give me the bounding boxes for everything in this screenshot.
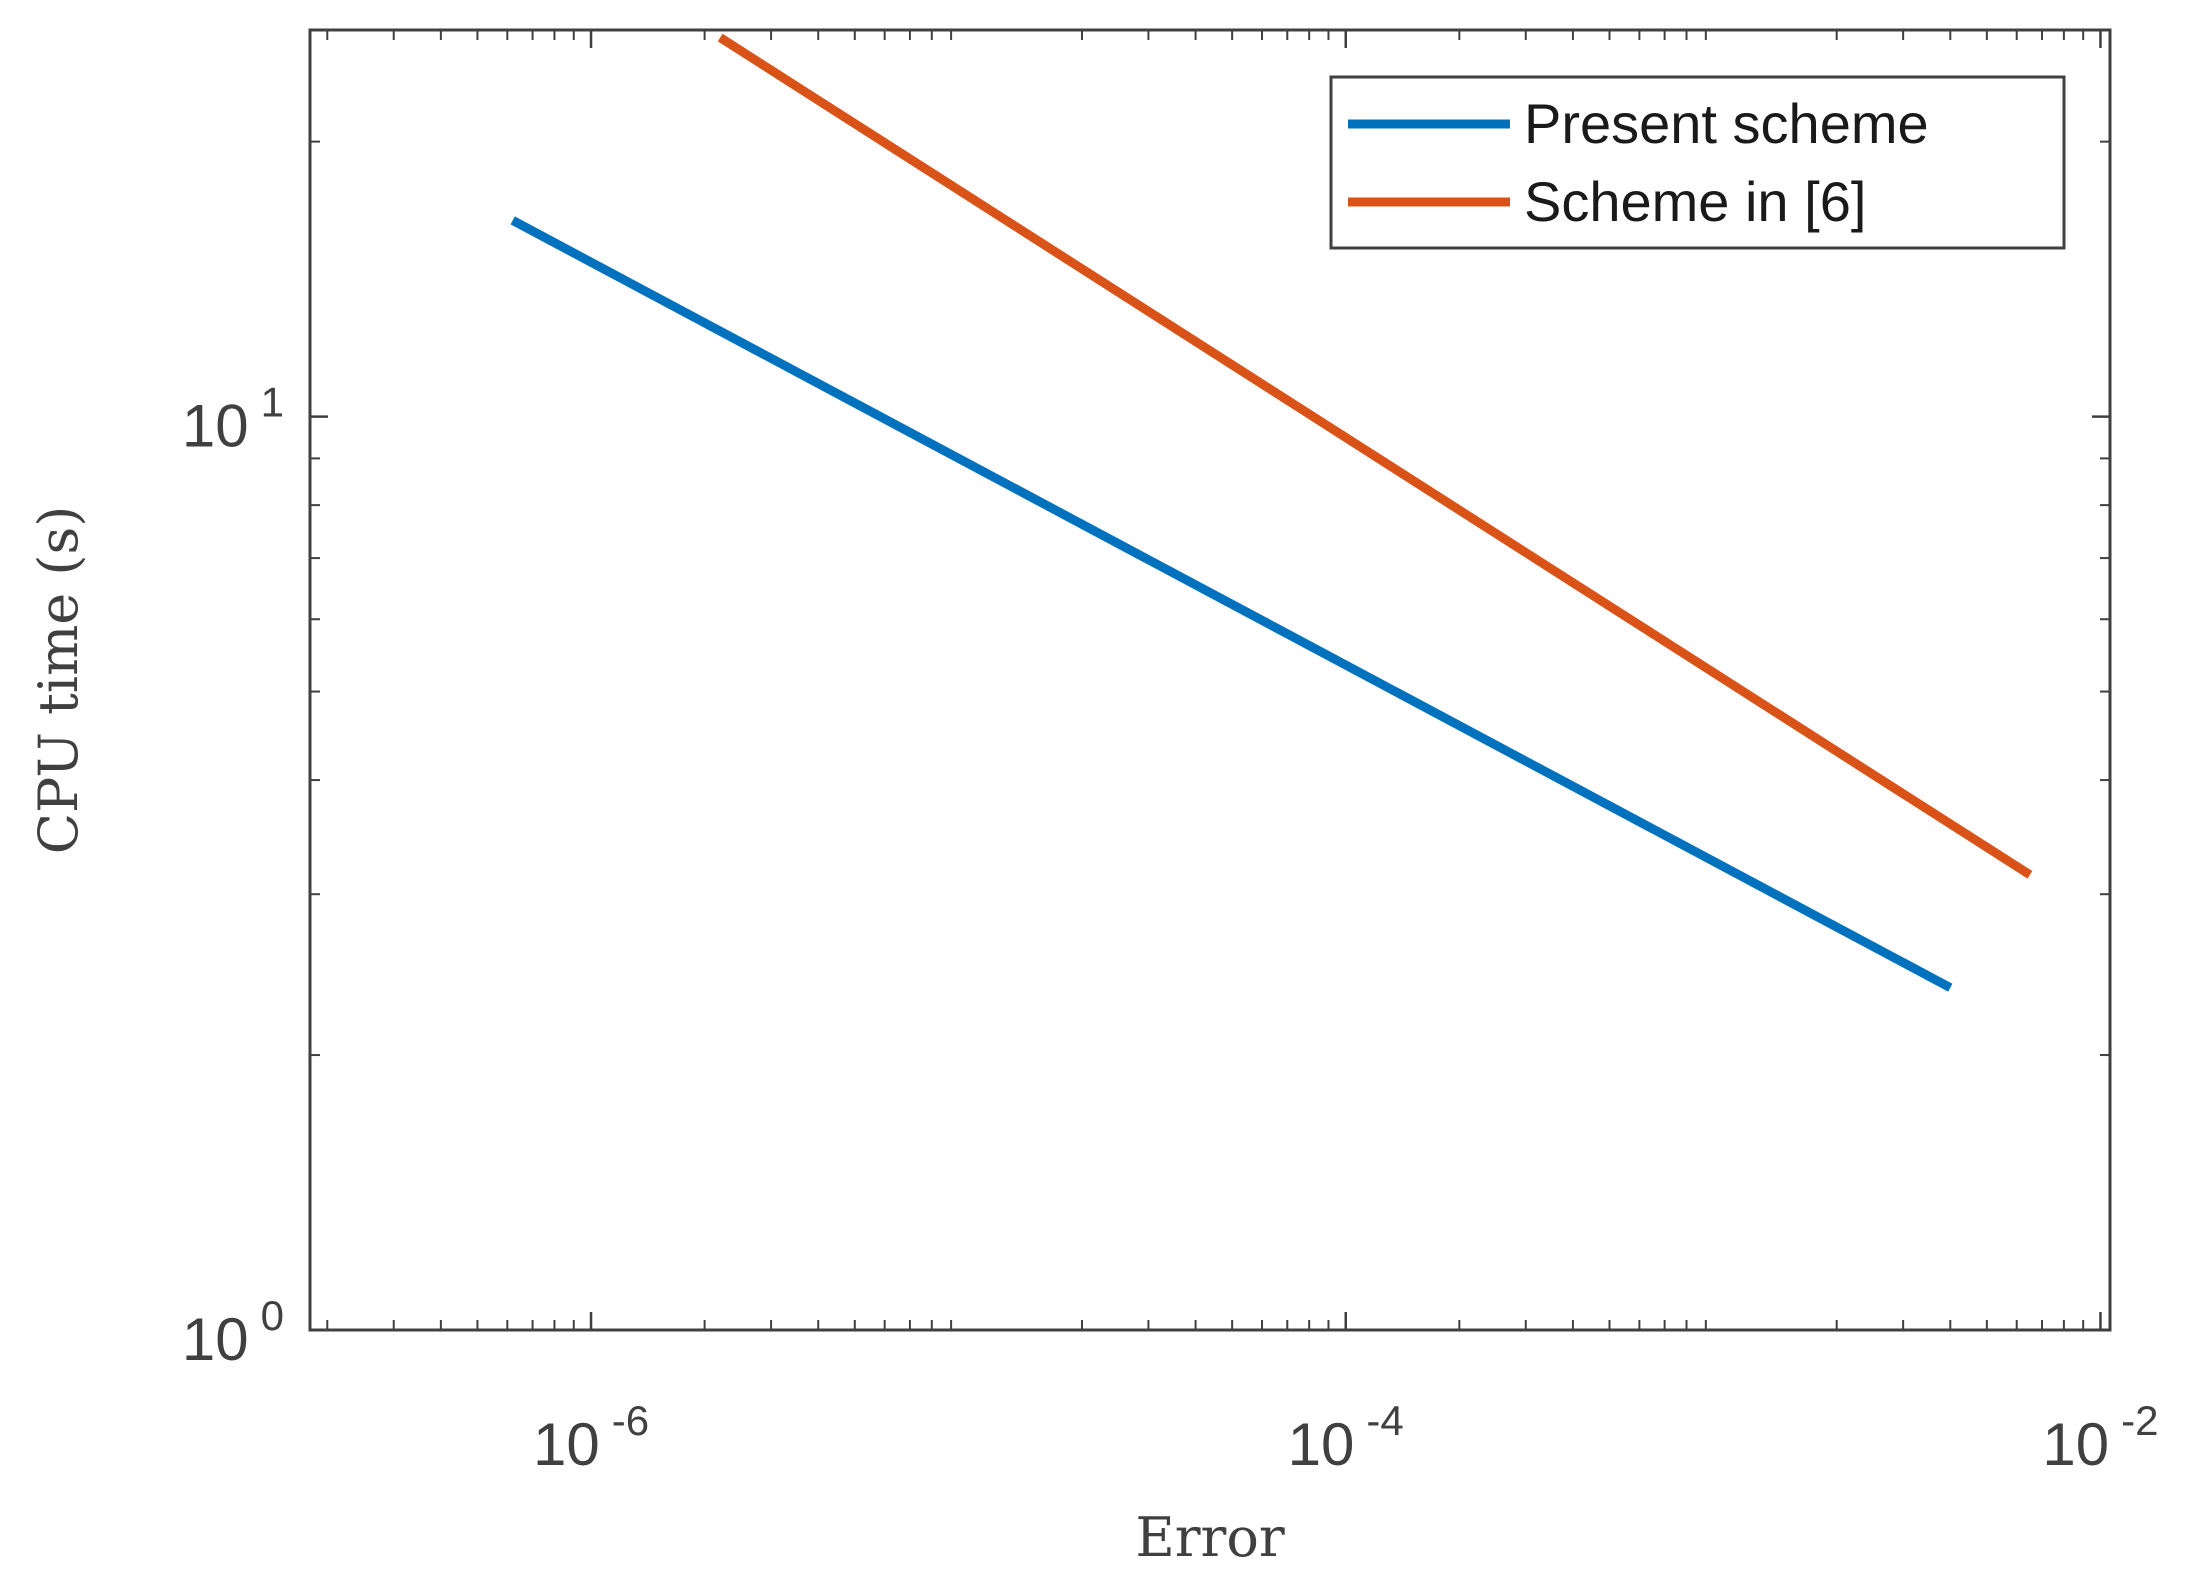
- x-tick-label: 10 -4: [1288, 1397, 1404, 1478]
- y-tick-label: 10 1: [182, 379, 284, 460]
- series-line-present-scheme: [510, 216, 1953, 992]
- legend: Present scheme Scheme in [6]: [1329, 75, 2066, 250]
- major-ticks: [310, 30, 2110, 1330]
- x-axis-title: Error: [1135, 1506, 1285, 1569]
- plot-area-frame: [308, 28, 2112, 1332]
- series-layer: [510, 33, 2033, 992]
- x-tick-label: 10 -6: [533, 1397, 649, 1478]
- y-axis-title: CPU time (s): [27, 506, 90, 855]
- x-tick-labels: 10 -6 10 -4 10 -2: [533, 1397, 2159, 1478]
- legend-label-present-scheme: Present scheme: [1524, 92, 1929, 155]
- y-tick-label: 10 0: [182, 1292, 284, 1373]
- legend-label-scheme-in-6: Scheme in [6]: [1524, 170, 1866, 233]
- legend-box: [1329, 75, 2066, 250]
- minor-ticks: [310, 30, 2110, 1330]
- series-line-scheme-in-6: [717, 33, 2033, 879]
- x-tick-label: 10 -2: [2042, 1397, 2158, 1478]
